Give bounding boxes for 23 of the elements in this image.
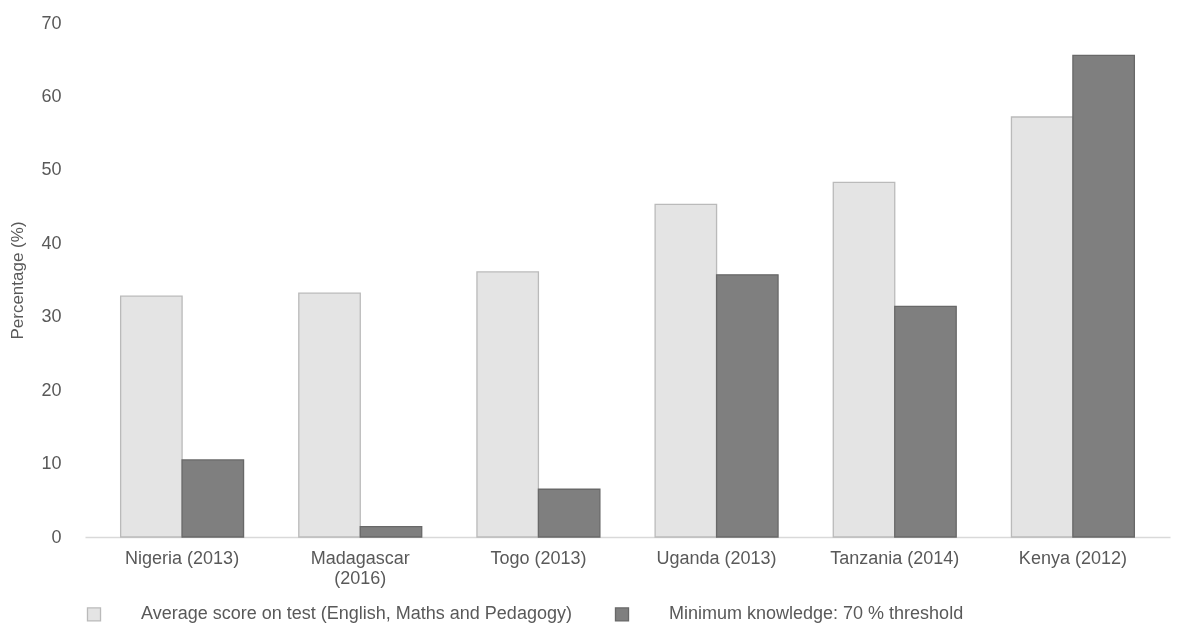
y-tick-label: 10: [41, 453, 62, 474]
y-tick-label: 20: [41, 379, 62, 400]
y-tick-label: 60: [41, 85, 62, 106]
legend-label: Minimum knowledge: 70 % threshold: [669, 603, 964, 624]
x-tick-label: Tanzania (2014): [830, 547, 960, 568]
y-tick-label: 0: [51, 526, 62, 547]
bar: [537, 488, 601, 538]
y-axis-title: Percentage (%): [8, 221, 28, 340]
bar: [181, 459, 245, 538]
y-tick-label: 70: [41, 12, 62, 33]
x-tick-label: Nigeria (2013): [125, 547, 240, 568]
x-tick-label: Togo (2013): [490, 547, 587, 568]
y-tick-label: 50: [41, 159, 62, 180]
bar: [715, 274, 779, 538]
x-tick-label: Uganda (2013): [656, 547, 777, 568]
bar: [359, 526, 423, 538]
x-tick-label: Madagascar (2016): [310, 547, 410, 588]
y-tick-label: 40: [41, 232, 62, 253]
bar: [1072, 54, 1136, 538]
y-tick-label: 30: [41, 306, 62, 327]
x-tick-label: Kenya (2012): [1018, 547, 1127, 568]
legend-label: Average score on test (English, Maths and Pedagogy): [141, 603, 572, 624]
bar: [894, 305, 957, 538]
